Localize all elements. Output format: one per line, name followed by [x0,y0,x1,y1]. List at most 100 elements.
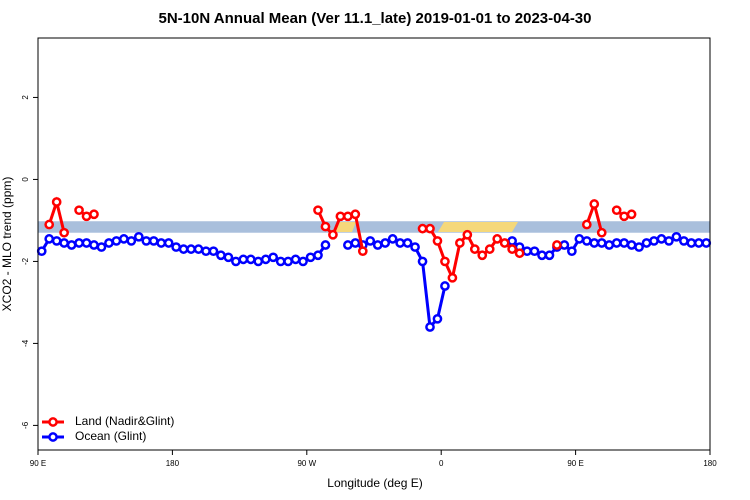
y-tick-label: 0 [21,177,30,182]
legend-label: Land (Nadir&Glint) [75,414,174,428]
data-point [141,236,152,246]
data-point [231,256,241,267]
data-point [440,256,450,267]
data-point [596,227,607,238]
data-point [664,236,674,246]
data-point [335,211,346,222]
data-point [96,242,107,252]
data-point [686,238,697,248]
data-point [604,240,615,250]
data-point [44,234,55,244]
data-point [74,238,84,248]
data-point [238,254,249,265]
x-tick-label: 90 E [567,459,583,468]
data-point [477,250,488,261]
legend-marker [48,432,58,442]
x-axis-label: Longitude (deg E) [327,476,422,490]
data-point [313,205,323,216]
reference-band [38,221,710,233]
data-point [298,256,308,267]
data-point [357,246,368,257]
data-point [313,250,323,261]
y-tick-label: 2 [21,95,30,100]
data-point [492,234,503,244]
data-point [275,256,286,267]
data-point [581,219,592,230]
data-point [283,256,293,267]
data-point [656,234,667,244]
data-point [447,272,458,283]
data-point [462,229,473,240]
data-point [432,236,443,246]
shading [438,222,518,232]
data-point [679,236,689,246]
data-point [201,246,211,257]
data-point [81,211,92,222]
data-point [380,238,391,248]
data-point [507,244,517,254]
data-point [320,240,331,250]
y-tick-label: -4 [21,339,30,347]
data-point [484,244,495,254]
data-point [671,231,682,242]
data-point [440,281,450,291]
data-point [119,234,129,244]
data-point [611,205,622,216]
data-point [432,313,443,324]
data-point [395,238,405,248]
data-point [693,238,704,248]
data-point [469,244,480,254]
data-point [589,199,600,209]
data-point [104,238,114,248]
data-point [574,234,585,244]
data-point [626,240,637,250]
x-tick-label: 0 [439,459,444,468]
data-point [589,238,600,248]
data-point [455,238,465,248]
data-point [417,223,428,234]
data-point [148,236,159,246]
data-point [567,246,577,257]
data-point [350,209,361,220]
data-point [365,236,376,246]
data-point [126,236,137,246]
data-point [507,236,517,246]
data-point [89,240,99,250]
data-point [626,209,637,220]
y-axis-label: XCO2 - MLO trend (ppm) [0,177,14,312]
data-point [133,231,144,242]
data-point [581,236,592,246]
data-point [611,238,622,248]
data-point [59,238,69,248]
y-tick-label: -2 [21,257,30,265]
data-point [544,250,555,261]
legend-marker [48,417,58,427]
data-point [559,240,570,250]
data-point [163,238,174,248]
data-point [51,236,62,246]
data-point [522,246,532,257]
data-point [425,223,435,234]
x-tick-label: 180 [703,459,717,468]
data-point [260,254,271,265]
data-point [387,234,398,244]
data-point [178,244,189,254]
data-point [634,242,644,252]
data-point [66,240,77,250]
legend-label: Ocean (Glint) [75,429,146,443]
x-tick-label: 90 E [30,459,46,468]
data-point [552,240,562,250]
series-group [36,196,712,332]
data-point [171,242,181,252]
data-point [529,246,540,257]
data-point [59,227,69,238]
data-point [320,221,331,232]
data-point [596,238,607,248]
data-point [245,254,256,265]
data-point [268,252,279,263]
data-point [305,252,316,263]
y-tick-label: -6 [21,421,30,429]
data-point [417,256,428,267]
